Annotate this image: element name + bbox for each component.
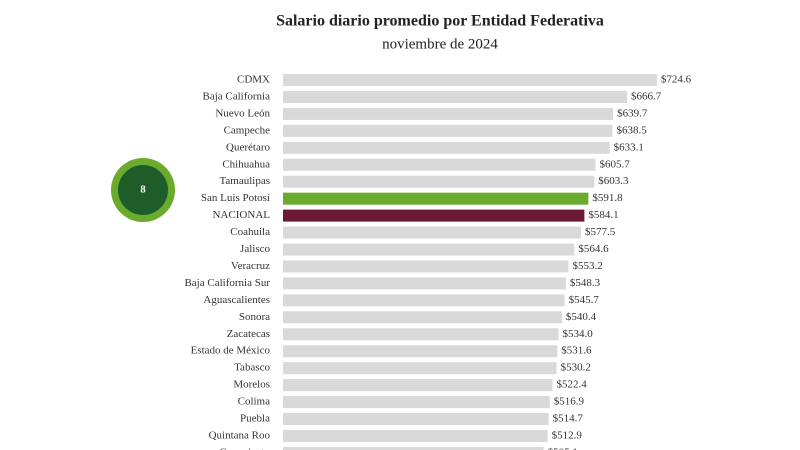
value-label: $516.9 [554,396,585,408]
bar [283,311,562,324]
category-label: Coahuila [230,226,270,238]
bar [283,429,548,442]
category-label: San Luis Potosí [201,192,270,204]
value-label: $531.6 [561,345,592,357]
badge [118,165,168,215]
chart-title: Salario diario promedio por Entidad Fede… [276,13,604,30]
value-label: $534.0 [563,328,594,340]
category-label: Tabasco [234,362,270,374]
category-label: Aguascalientes [203,294,270,306]
value-label: $591.8 [592,192,623,204]
category-label: Estado de México [191,345,271,357]
bar [283,345,558,358]
category-label: NACIONAL [213,209,271,221]
value-label: $553.2 [572,260,602,272]
bar [283,396,550,409]
value-label: $584.1 [588,209,618,221]
category-label: Campeche [224,124,271,136]
category-label: Colima [238,396,271,408]
category-label: Zacatecas [227,328,270,340]
bar [283,277,566,290]
category-label: Guanajuato [219,446,270,450]
bar [283,328,559,341]
value-label: $512.9 [552,429,583,441]
bar [283,243,575,256]
chart-subtitle: noviembre de 2024 [382,36,498,52]
category-label: Baja California Sur [184,277,270,289]
value-label: $724.6 [661,74,692,86]
value-label: $522.4 [557,379,588,391]
category-label: Veracruz [231,260,270,272]
category-label: Querétaro [226,141,270,153]
value-label: $545.7 [569,294,600,306]
value-label: $548.3 [570,277,601,289]
category-label: Chihuahua [222,158,270,170]
category-label: Baja California [202,90,270,102]
bar [283,362,557,375]
value-label: $633.1 [614,141,644,153]
value-label: $639.7 [617,107,648,119]
bar [283,158,596,171]
value-label: $666.7 [631,90,662,102]
value-label: $540.4 [566,311,597,323]
value-label: $577.5 [585,226,616,238]
category-label: Jalisco [240,243,270,255]
category-label: Sonora [239,311,270,323]
value-label: $564.6 [578,243,609,255]
bar [283,294,565,307]
category-label: Tamaulipas [219,175,270,187]
category-label: Nuevo León [215,107,270,119]
bar [283,124,613,137]
value-label: $603.3 [598,175,629,187]
category-label: Morelos [233,379,270,391]
category-label: Quintana Roo [209,429,271,441]
bar [283,209,585,222]
bar [283,192,589,205]
bar [283,260,569,273]
bar [283,446,544,450]
bar [283,90,628,103]
value-label: $505.1 [548,446,578,450]
bar [283,175,595,188]
bar [283,74,657,86]
category-label: CDMX [237,74,270,86]
bar [283,107,614,120]
value-label: $638.5 [616,124,647,136]
value-label: $530.2 [561,362,591,374]
badge-label: 8 [140,184,146,196]
bar [283,226,581,239]
bar [283,413,549,425]
category-label: Puebla [240,413,270,425]
bar [283,141,610,154]
value-label: $514.7 [553,413,584,425]
bar [283,379,553,392]
value-label: $605.7 [600,158,631,170]
